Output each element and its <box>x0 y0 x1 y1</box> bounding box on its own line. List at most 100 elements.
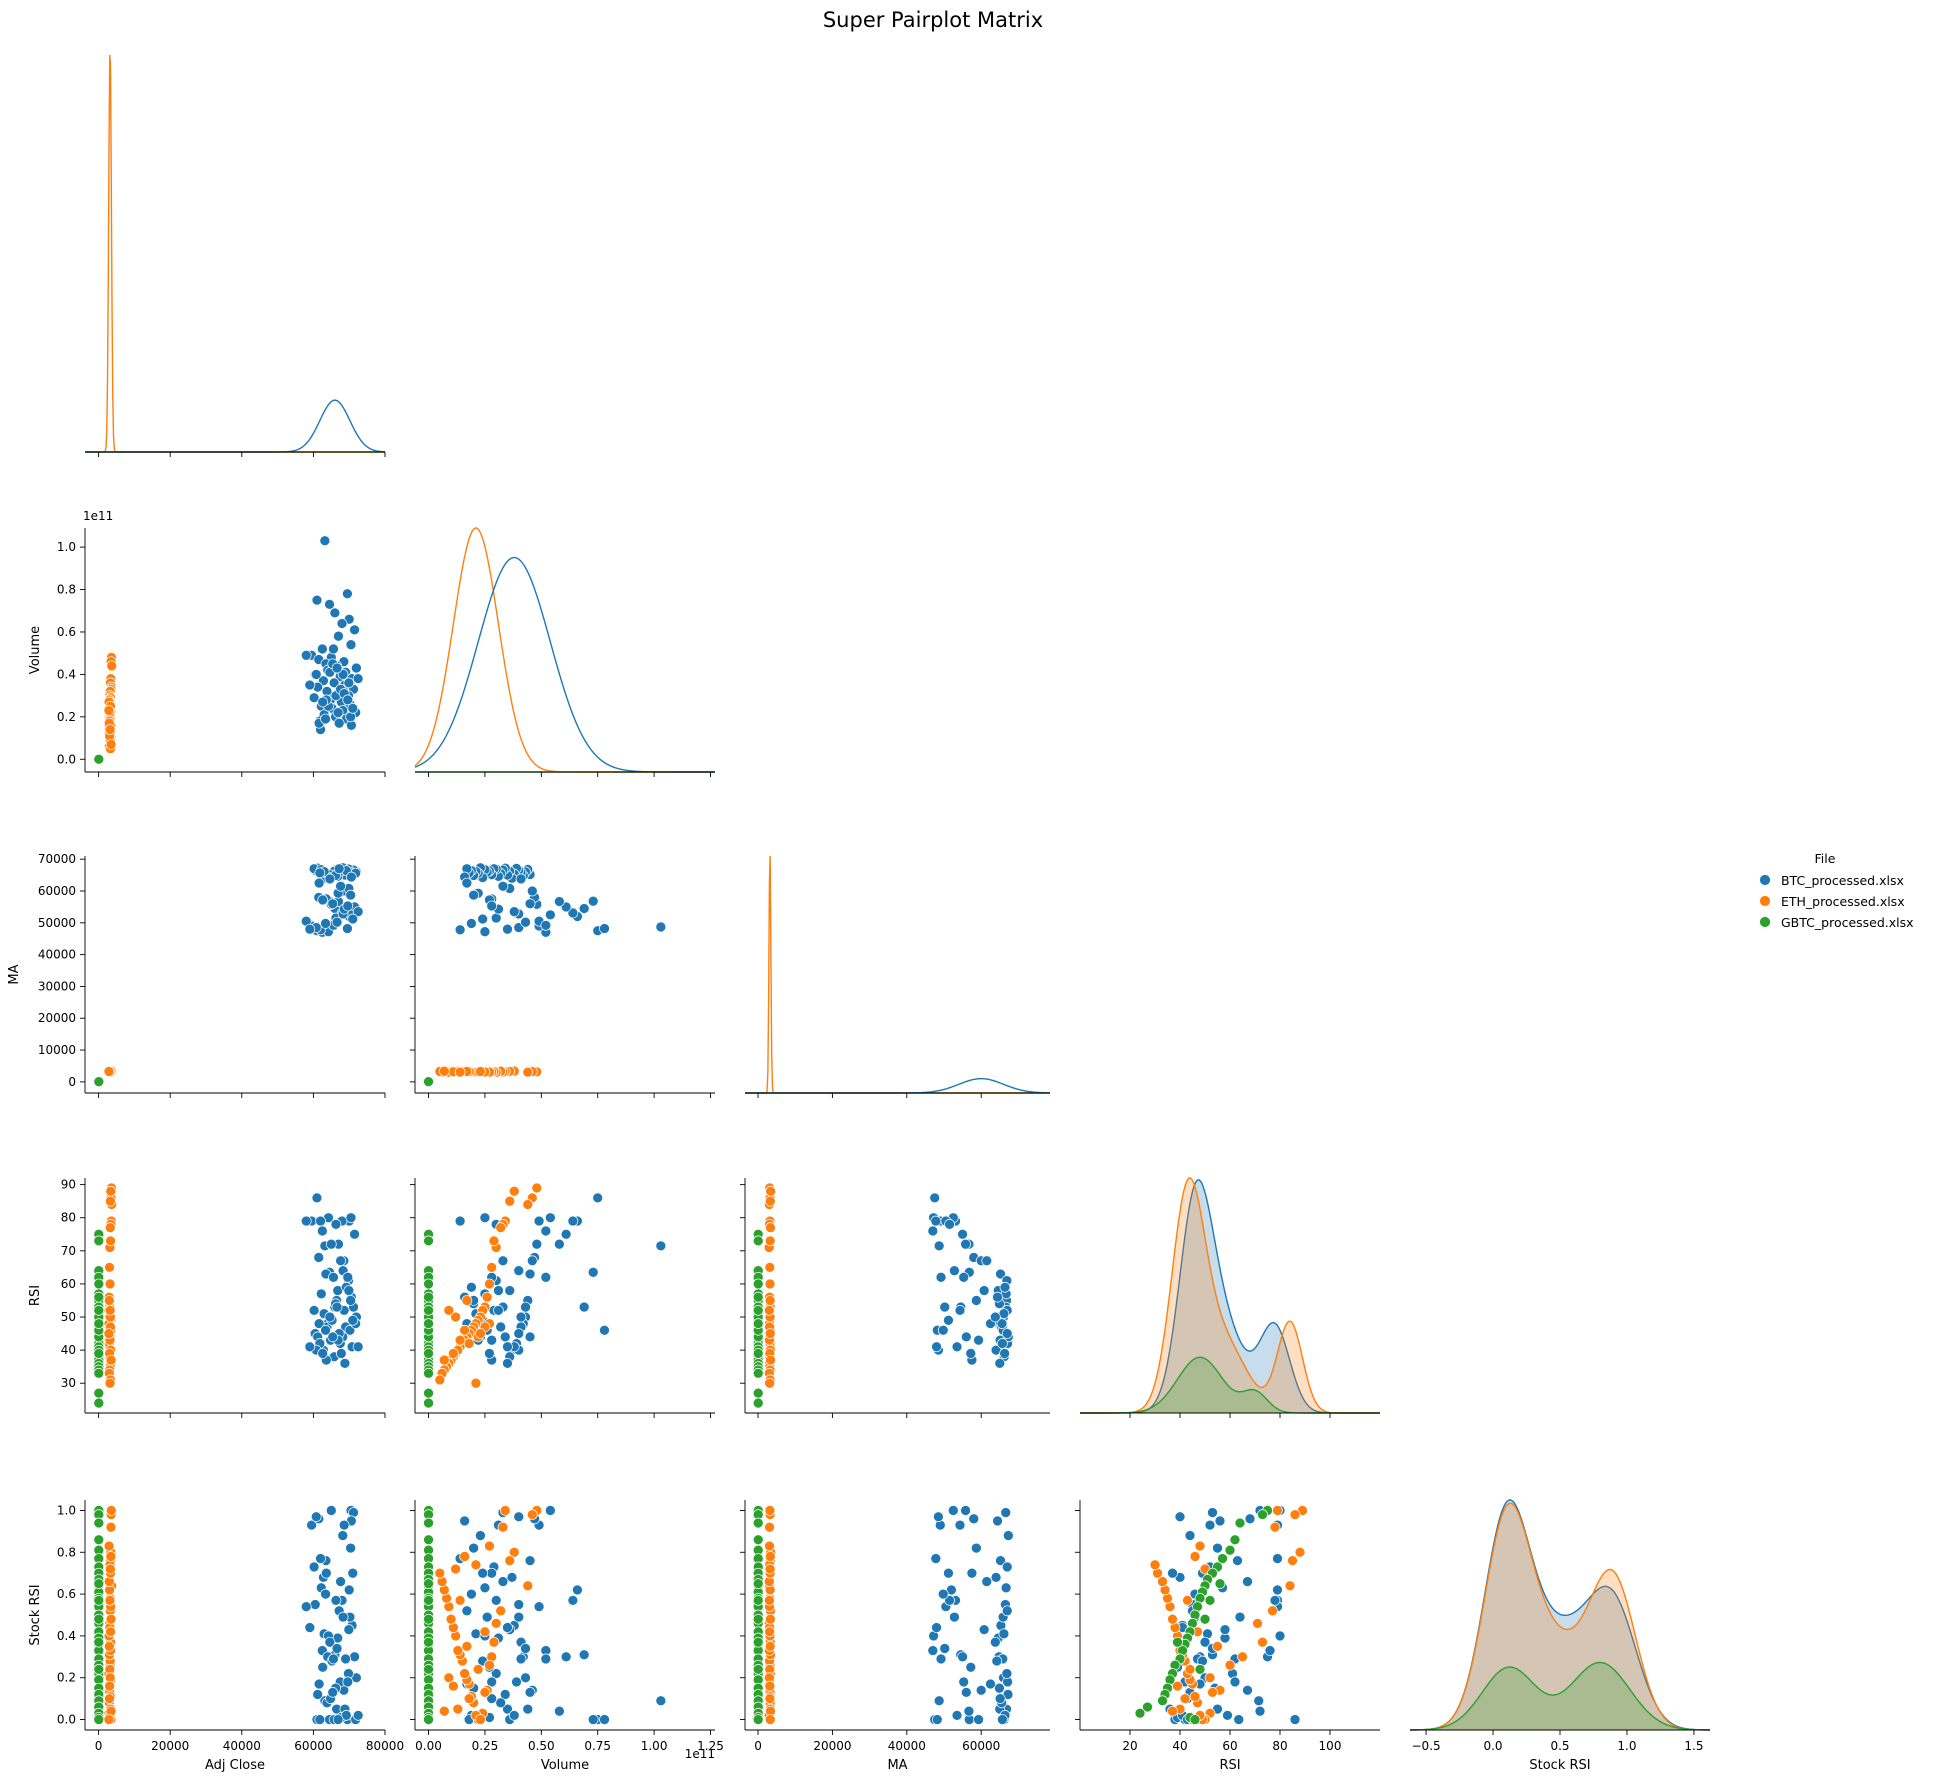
scatter-point-btc <box>939 1301 951 1313</box>
scatter-point-eth <box>104 1262 115 1273</box>
scatter-point-gbtc <box>423 1387 434 1399</box>
scatter-point-eth <box>104 1305 116 1316</box>
scatter-point-btc <box>524 1687 536 1698</box>
scatter-point-btc <box>314 867 326 879</box>
scatter-point-eth <box>105 1521 117 1533</box>
scatter-point-gbtc <box>93 1305 105 1316</box>
scatter-point-eth <box>475 1328 486 1339</box>
scatter-point-btc <box>328 1271 339 1283</box>
scatter-point-btc <box>1184 1530 1196 1541</box>
scatter-point-btc <box>335 1348 347 1359</box>
scatter-point-btc <box>951 1341 963 1353</box>
kde-curve-gbtc <box>1410 1661 1711 1731</box>
scatter-point-btc <box>461 877 473 889</box>
scatter-point-btc <box>655 1695 667 1707</box>
scatter-point-btc <box>1207 1507 1218 1518</box>
scatter-point-btc <box>937 1324 949 1336</box>
scatter-point-btc <box>342 588 353 600</box>
panel-ma-vs-volume <box>410 856 715 1098</box>
scatter-point-gbtc <box>93 1291 105 1303</box>
scatter-point-eth <box>434 1374 446 1386</box>
kde-curve-eth <box>414 527 715 773</box>
scatter-point-eth <box>763 1305 775 1316</box>
scatter-point-eth <box>452 1645 464 1656</box>
x-axis-label-adj-close: Adj Close <box>205 1758 265 1773</box>
scatter-point-eth <box>463 1338 475 1349</box>
legend-entry-eth: ETH_processed.xlsx <box>1759 894 1905 909</box>
legend-title: File <box>1815 851 1836 866</box>
scatter-point-btc <box>495 1697 507 1709</box>
scatter-point-btc <box>495 1321 507 1333</box>
scatter-point-btc <box>311 1192 323 1204</box>
scatter-point-eth <box>472 1664 484 1675</box>
scatter-point-gbtc <box>93 1636 105 1648</box>
scatter-point-btc <box>965 1348 977 1359</box>
scatter-point-btc <box>960 1238 971 1250</box>
panel-ma-vs-ma <box>745 855 1051 1098</box>
x-axis-offset-label: 1e11 <box>685 1747 715 1761</box>
x-tick-label: 0.0 <box>1483 1739 1502 1753</box>
x-tick-label: 40000 <box>888 1739 926 1753</box>
scatter-point-eth <box>454 1066 466 1078</box>
scatter-point-btc <box>1289 1714 1301 1725</box>
scatter-point-eth <box>504 1195 516 1207</box>
scatter-point-btc <box>960 1331 972 1343</box>
scatter-point-eth <box>104 1278 116 1290</box>
scatter-point-eth <box>104 1377 116 1389</box>
legend-label-eth: ETH_processed.xlsx <box>1781 894 1905 909</box>
scatter-point-eth <box>1237 1651 1248 1663</box>
scatter-point-btc <box>352 906 364 918</box>
kde-curve-btc <box>414 556 715 773</box>
legend-marker-gbtc <box>1759 916 1771 928</box>
scatter-point-btc <box>1242 1684 1253 1696</box>
scatter-point-gbtc <box>752 1291 764 1303</box>
scatter-point-btc <box>345 1212 357 1224</box>
scatter-point-btc <box>935 1271 947 1283</box>
scatter-point-btc <box>332 1714 344 1725</box>
panel-rsi-vs-ma <box>740 1178 1050 1418</box>
scatter-point-btc <box>329 607 341 619</box>
scatter-point-gbtc <box>752 1534 764 1546</box>
scatter-point-gbtc <box>752 1613 764 1625</box>
scatter-point-btc <box>985 1678 996 1690</box>
scatter-point-btc <box>352 673 364 684</box>
scatter-point-btc <box>1002 1530 1014 1541</box>
scatter-point-eth <box>522 1199 534 1210</box>
scatter-point-gbtc <box>752 1318 764 1329</box>
scatter-point-eth <box>765 1613 776 1625</box>
scatter-point-btc <box>461 1605 473 1617</box>
scatter-point-btc <box>466 1588 477 1600</box>
scatter-point-eth <box>454 1334 466 1346</box>
scatter-point-eth <box>522 1580 534 1592</box>
x-axis-label-ma: MA <box>887 1758 907 1773</box>
scatter-point-btc <box>981 1255 993 1267</box>
scatter-point-btc <box>995 1555 1006 1566</box>
scatter-point-eth <box>1149 1559 1161 1571</box>
scatter-point-eth <box>103 1641 115 1652</box>
scatter-point-eth <box>1289 1509 1301 1520</box>
scatter-point-btc <box>520 1301 531 1313</box>
scatter-point-eth <box>764 1521 775 1533</box>
scatter-point-eth <box>1269 1521 1281 1533</box>
x-tick-label: 1.25 <box>697 1739 724 1753</box>
scatter-point-btc <box>312 1689 324 1700</box>
scatter-point-btc <box>347 1567 359 1579</box>
scatter-point-gbtc <box>752 1578 764 1589</box>
scatter-point-btc <box>490 1668 502 1679</box>
scatter-point-btc <box>327 1331 339 1343</box>
scatter-point-btc <box>343 677 355 689</box>
scatter-point-eth <box>106 660 118 672</box>
scatter-point-eth <box>765 1222 776 1234</box>
scatter-point-gbtc <box>1257 1509 1268 1520</box>
y-tick-label: 0.4 <box>57 1629 76 1643</box>
x-tick-label: 20 <box>1122 1739 1137 1753</box>
scatter-point-btc <box>342 694 354 706</box>
scatter-point-btc <box>1219 1624 1231 1635</box>
scatter-point-btc <box>315 1215 326 1227</box>
legend-marker-eth <box>1759 895 1771 907</box>
scatter-point-btc <box>1167 1567 1178 1579</box>
scatter-point-btc <box>345 889 356 901</box>
scatter-point-eth <box>104 724 116 735</box>
scatter-point-btc <box>954 1519 966 1531</box>
scatter-point-btc <box>349 1228 360 1240</box>
